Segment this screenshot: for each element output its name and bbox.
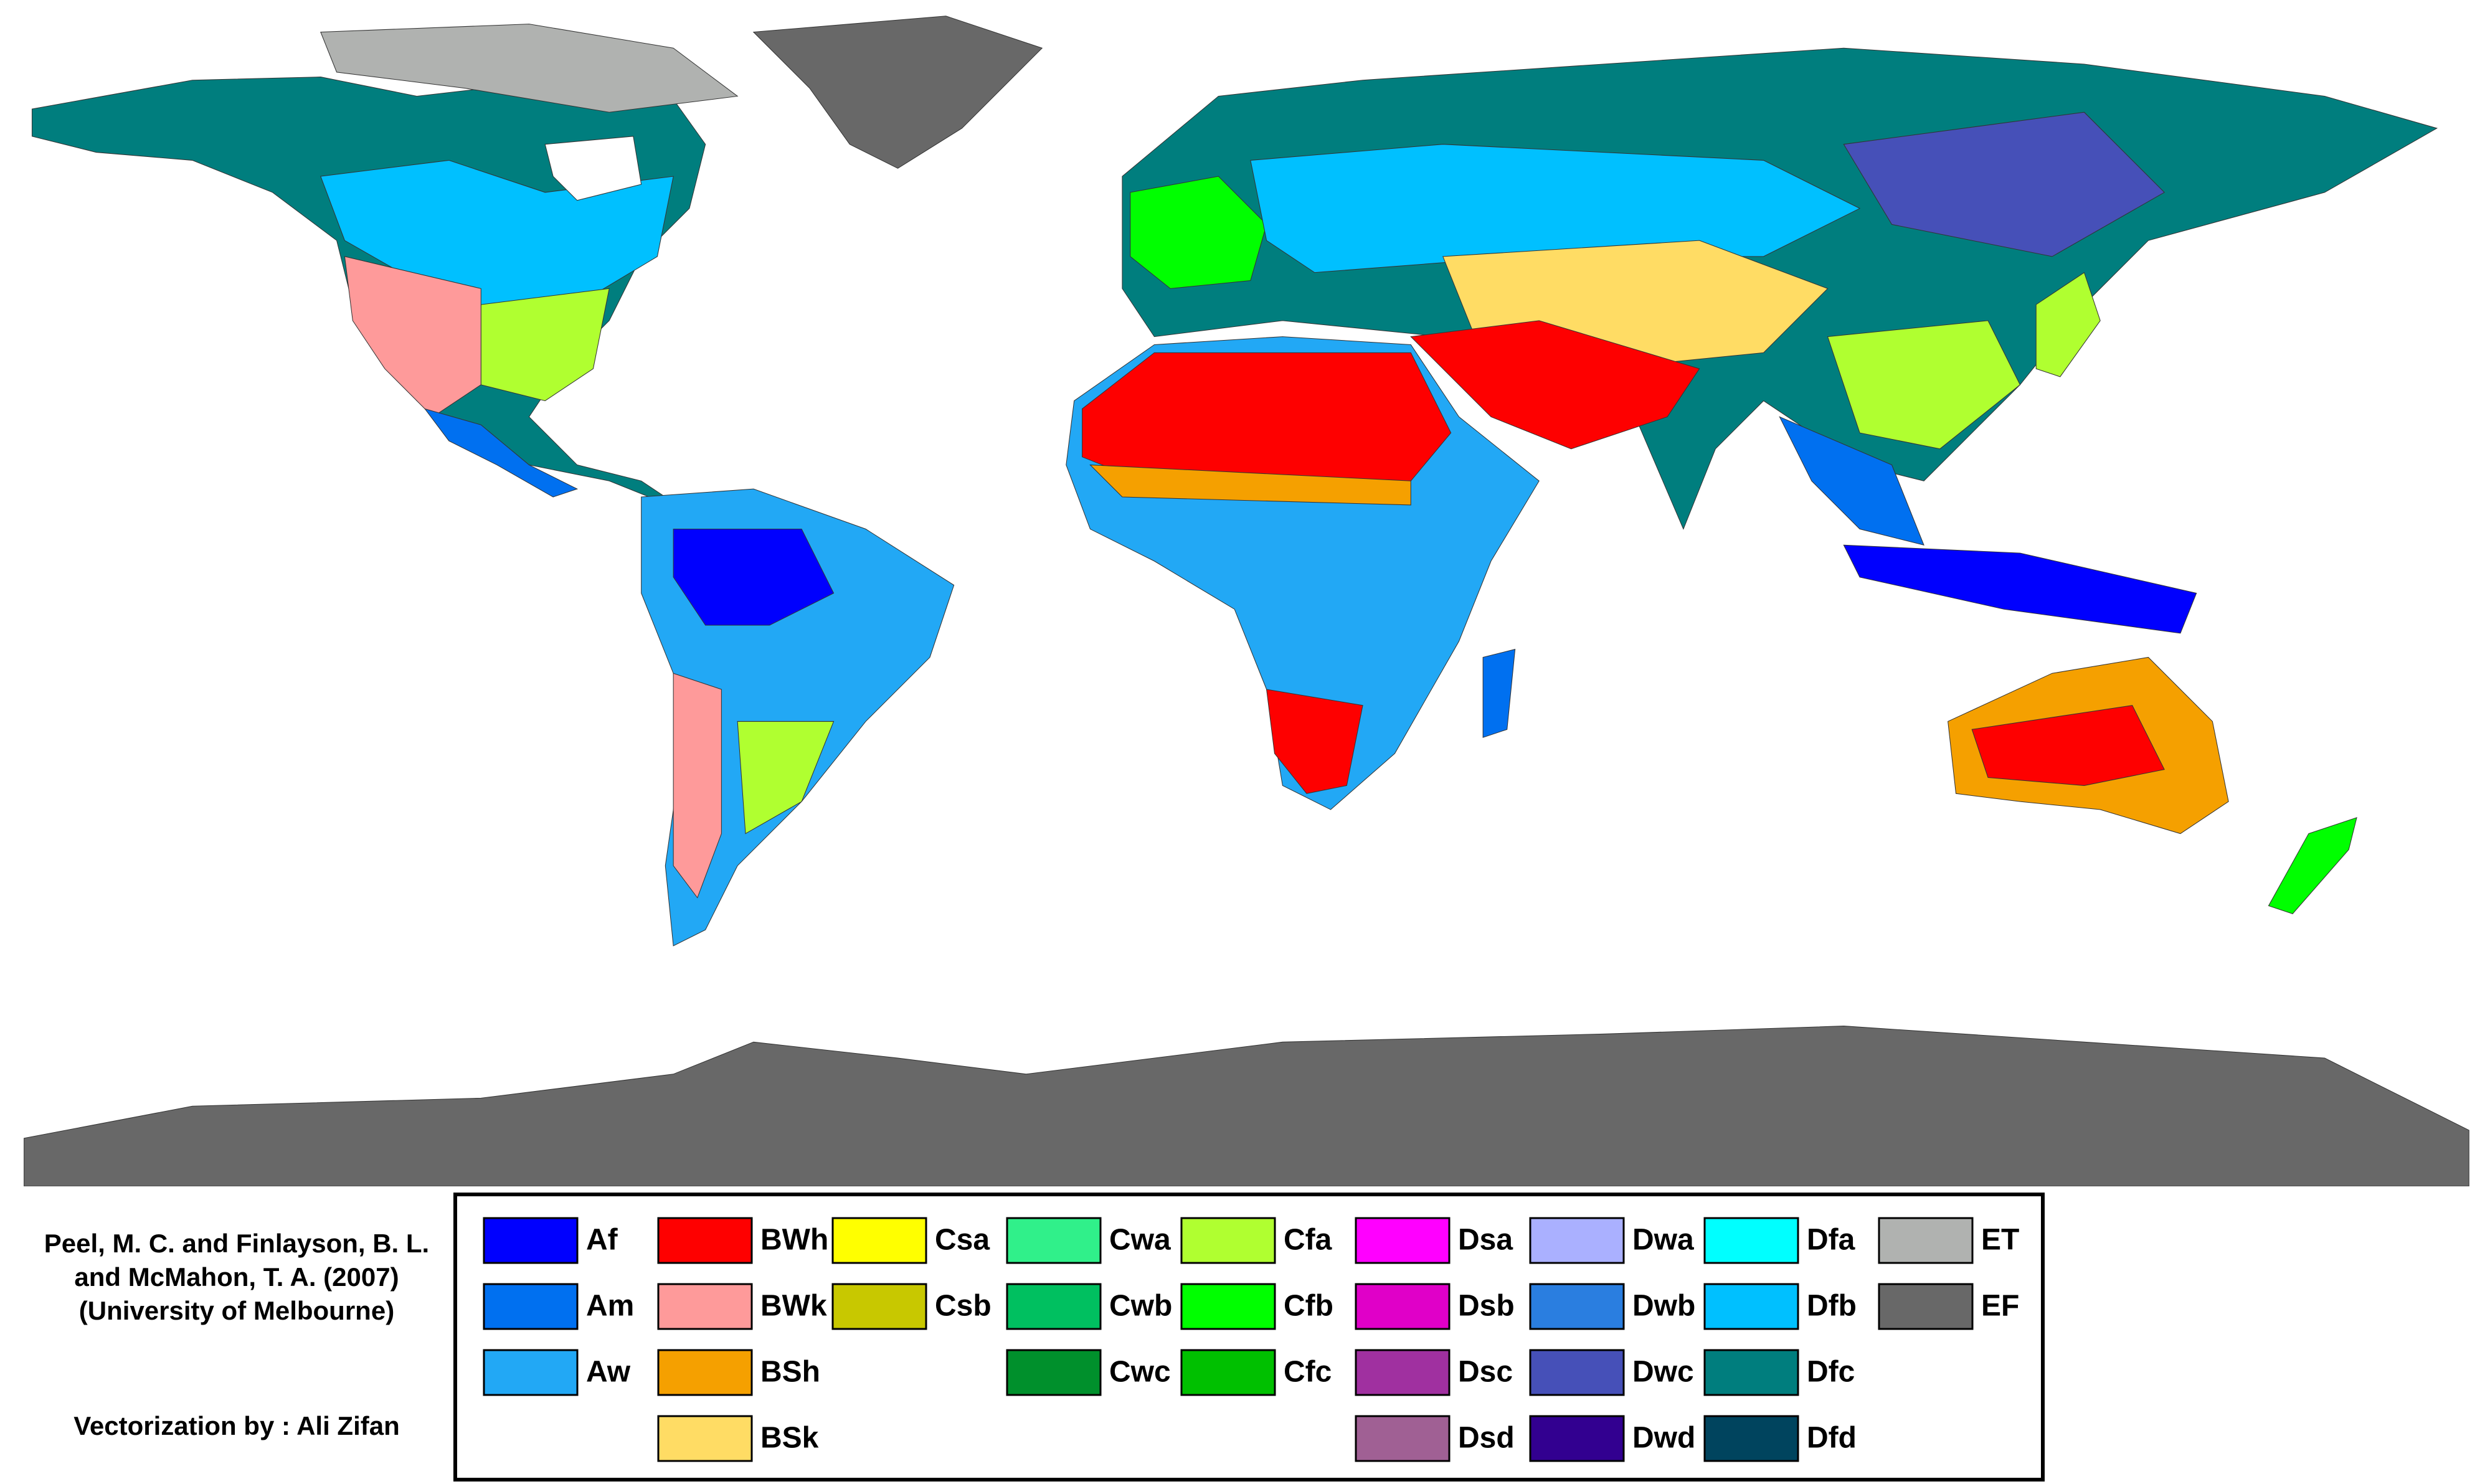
legend-label: Af (586, 1224, 618, 1257)
south-america-temperate (737, 721, 835, 834)
legend-label: Csa (935, 1224, 990, 1257)
legend-swatch (1529, 1415, 1625, 1462)
legend-label: BSh (760, 1356, 820, 1389)
legend-swatch (1180, 1349, 1276, 1396)
madagascar (1482, 648, 1516, 738)
legend-swatch (1355, 1217, 1451, 1264)
legend-swatch (483, 1217, 579, 1264)
indonesia (1843, 544, 2197, 634)
legend-label: Csb (935, 1290, 992, 1323)
legend-box (453, 1193, 2045, 1482)
legend-swatch (831, 1283, 927, 1330)
middle-east-desert (1410, 320, 1700, 450)
legend-label: Dfb (1807, 1290, 1857, 1323)
eurasia-boreal (1250, 144, 1861, 273)
vectorization-credit: Vectorization by : Ali Zifan (73, 1411, 400, 1440)
legend-swatch (1355, 1415, 1451, 1462)
legend-label: BWk (760, 1290, 827, 1323)
legend-swatch (1355, 1349, 1451, 1396)
legend-swatch (1529, 1217, 1625, 1264)
legend-swatch (1529, 1283, 1625, 1330)
credit-line: Peel, M. C. and Finlayson, B. L. (44, 1229, 429, 1258)
credit-line: and McMahon, T. A. (2007) (74, 1262, 399, 1292)
legend-label: Cfa (1284, 1224, 1332, 1257)
legend-swatch (1006, 1283, 1102, 1330)
east-asia (1827, 320, 2021, 450)
legend-swatch (1703, 1217, 1799, 1264)
antarctica (24, 1026, 2469, 1186)
legend-label: Am (586, 1290, 634, 1323)
southeast-asia (1779, 416, 1924, 546)
amazon (673, 529, 835, 626)
legend-swatch (1878, 1217, 1974, 1264)
legend-swatch (1006, 1217, 1102, 1264)
legend: Af Am Aw BWh BWk BSh BSk Csa Csb Cwa Cwb Cwc Cfa Cfb C… (483, 1217, 2019, 1462)
legend-label: ET (1981, 1224, 2019, 1257)
hudson-bay (544, 136, 642, 201)
legend-label: Dfa (1807, 1224, 1855, 1257)
legend-label: Dsc (1458, 1356, 1513, 1389)
legend-swatch (1529, 1349, 1625, 1396)
legend-label: Dfc (1807, 1356, 1855, 1389)
legend-label: Dwb (1632, 1290, 1695, 1323)
legend-label: Cwc (1109, 1356, 1171, 1389)
legend-swatch (1703, 1349, 1799, 1396)
sahel (1089, 464, 1411, 506)
legend-label: Dfd (1807, 1422, 1857, 1455)
north-america-temperate (480, 288, 610, 402)
legend-label: Dwa (1632, 1224, 1694, 1257)
europe-temperate (1130, 176, 1267, 289)
legend-label: BWh (760, 1224, 828, 1257)
sahara (1082, 352, 1452, 481)
greenland (752, 16, 1043, 169)
andes-arid (673, 673, 722, 899)
legend-label: Cfb (1284, 1290, 1333, 1323)
siberia-east (1843, 111, 2166, 257)
legend-swatch (483, 1349, 579, 1396)
legend-label: Aw (586, 1356, 631, 1389)
legend-swatch (483, 1283, 579, 1330)
legend-swatch (831, 1217, 927, 1264)
legend-swatch (1703, 1415, 1799, 1462)
arctic-islands (320, 24, 739, 113)
legend-swatch (1878, 1283, 1974, 1330)
australia-desert (1971, 705, 2165, 786)
legend-swatch (657, 1415, 753, 1462)
legend-label: Dwc (1632, 1356, 1694, 1389)
legend-label: BSk (760, 1422, 819, 1455)
legend-label: Dsd (1458, 1422, 1515, 1455)
southern-africa (1266, 689, 1363, 794)
legend-label: Cwa (1109, 1224, 1171, 1257)
central-america (424, 408, 579, 498)
legend-label: Dwd (1632, 1422, 1695, 1455)
legend-swatch (657, 1349, 753, 1396)
japan (2035, 272, 2101, 377)
legend-label: Cwb (1109, 1290, 1172, 1323)
legend-swatch (1180, 1217, 1276, 1264)
legend-swatch (1703, 1283, 1799, 1330)
legend-label: Dsa (1458, 1224, 1513, 1257)
legend-label: Cfc (1284, 1356, 1332, 1389)
credits: Peel, M. C. and Finlayson, B. L. and McM… (44, 1229, 429, 1440)
legend-label: EF (1981, 1290, 2019, 1323)
legend-swatch (1006, 1349, 1102, 1396)
credit-line: (University of Melbourne) (79, 1296, 394, 1325)
world-map (24, 16, 2469, 1186)
legend-swatch (1355, 1283, 1451, 1330)
new-zealand (2268, 817, 2357, 914)
legend-swatch (1180, 1283, 1276, 1330)
legend-swatch (657, 1283, 753, 1330)
legend-swatch (657, 1217, 753, 1264)
landmasses (24, 16, 2469, 1186)
legend-label: Dsb (1458, 1290, 1515, 1323)
